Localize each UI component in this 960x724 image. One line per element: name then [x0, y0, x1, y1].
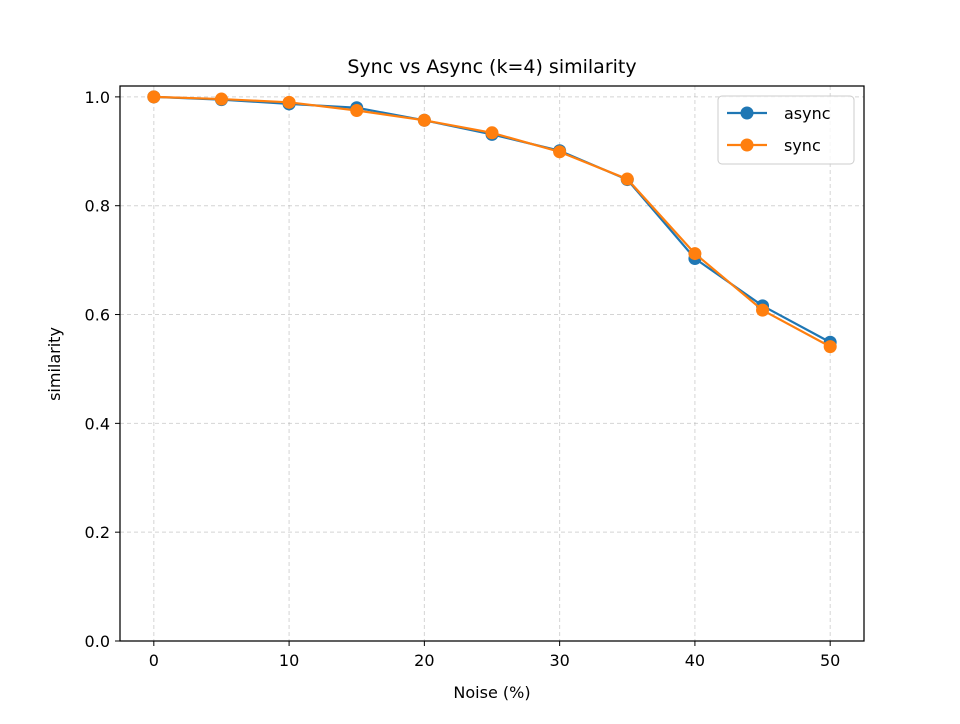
y-tick-label: 0.4: [85, 414, 110, 433]
x-axis-ticks: 0 10 20 30 40 50: [149, 641, 840, 670]
x-axis-label: Noise (%): [453, 683, 530, 702]
x-tick-label: 0: [149, 651, 159, 670]
data-point-sync: [688, 247, 702, 261]
y-tick-label: 0.6: [85, 306, 110, 325]
data-point-sync: [417, 113, 431, 127]
y-tick-label: 0.0: [85, 632, 110, 651]
y-tick-label: 0.8: [85, 197, 110, 216]
x-tick-label: 20: [414, 651, 434, 670]
data-point-sync: [485, 126, 499, 140]
chart-title: Sync vs Async (k=4) similarity: [347, 56, 636, 78]
data-point-sync: [147, 90, 161, 104]
x-tick-label: 50: [820, 651, 840, 670]
data-point-sync: [823, 340, 837, 354]
data-point-sync: [620, 172, 634, 186]
x-tick-label: 10: [279, 651, 299, 670]
legend-marker-async: [740, 106, 754, 120]
data-point-sync: [350, 103, 364, 117]
y-axis-label: similarity: [45, 327, 64, 401]
x-tick-label: 40: [685, 651, 705, 670]
x-tick-label: 30: [549, 651, 569, 670]
plot-frame: [119, 85, 865, 642]
data-point-sync: [553, 145, 567, 159]
y-axis-ticks: 0.0 0.2 0.4 0.6 0.8 1.0: [85, 88, 120, 651]
data-point-sync: [756, 303, 770, 317]
data-point-sync: [282, 95, 296, 109]
legend-label-async: async: [784, 104, 831, 123]
data-point-sync: [214, 92, 228, 106]
grid-lines: [120, 86, 864, 642]
series-group: [147, 90, 837, 354]
series-sync: [147, 90, 837, 354]
legend-marker-sync: [740, 138, 754, 152]
y-tick-label: 1.0: [85, 88, 110, 107]
y-tick-label: 0.2: [85, 523, 110, 542]
legend-label-sync: sync: [784, 136, 821, 155]
legend: async sync: [717, 95, 855, 165]
